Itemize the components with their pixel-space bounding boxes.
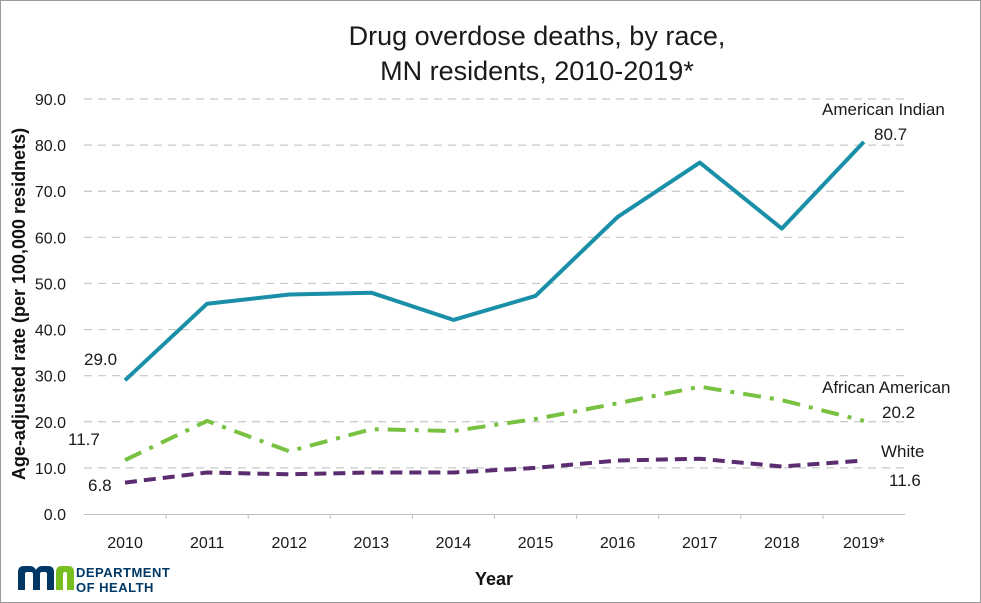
data-point [453, 319, 454, 320]
y-tick-label: 90.0 [35, 92, 66, 109]
data-point [535, 419, 536, 420]
y-tick-label: 20.0 [35, 415, 66, 432]
logo-text-line-1: DEPARTMENT [76, 565, 170, 580]
x-axis-title: Year [475, 569, 513, 589]
data-point [371, 292, 372, 293]
data-point [289, 451, 290, 452]
x-tick-labels: 2010 2011 2012 2013 2014 2015 2016 2017 2018 2019… [107, 514, 885, 552]
y-tick-label: 60.0 [35, 230, 66, 247]
gridlines [84, 98, 905, 469]
y-tick-label: 10.0 [35, 461, 66, 478]
data-point [125, 482, 126, 483]
x-tick-label: 2018 [764, 535, 800, 552]
y-tick-labels: 0.0 10.0 20.0 30.0 40.0 50.0 60.0 70.0 80.0 90.0 [35, 92, 66, 524]
series-lines [123, 140, 866, 485]
data-point [125, 380, 126, 381]
data-point [535, 295, 536, 296]
data-point [617, 217, 618, 218]
end-label-american-indian: 80.7 [874, 125, 907, 144]
data-point [699, 386, 700, 387]
data-point [863, 460, 864, 461]
data-point [207, 472, 208, 473]
series-name-african-american: African American [822, 378, 951, 397]
mn-logo-icon [18, 566, 74, 590]
data-point [453, 431, 454, 432]
data-point [699, 458, 700, 459]
x-tick-label: 2014 [436, 535, 472, 552]
series-name-american-indian: American Indian [822, 100, 945, 119]
start-label-american-indian: 29.0 [84, 350, 117, 369]
end-label-african-american: 20.2 [882, 403, 915, 422]
data-point [863, 420, 864, 421]
y-tick-label: 80.0 [35, 138, 66, 155]
x-tick-label: 2015 [518, 535, 554, 552]
data-point [453, 472, 454, 473]
logo-text-line-2: OF HEALTH [76, 580, 154, 595]
y-tick-label: 40.0 [35, 323, 66, 340]
data-point [125, 460, 126, 461]
x-tick-label: 2017 [682, 535, 718, 552]
data-point [371, 472, 372, 473]
data-point [863, 141, 864, 142]
data-point [617, 460, 618, 461]
start-label-african-american: 11.7 [68, 430, 100, 449]
chart-title-line-2: MN residents, 2010-2019* [380, 56, 694, 86]
series-line-american-indian [123, 140, 866, 382]
data-point [781, 228, 782, 229]
data-point [781, 400, 782, 401]
x-tick-label: 2013 [354, 535, 390, 552]
x-tick-label: 2019* [843, 535, 885, 552]
x-tick-label: 2011 [190, 535, 225, 552]
y-tick-label: 50.0 [35, 276, 66, 293]
mn-department-of-health-logo: DEPARTMENT OF HEALTH [18, 565, 170, 595]
series-line-african-american [124, 384, 865, 462]
data-point [699, 162, 700, 163]
data-point [207, 303, 208, 304]
data-point [371, 429, 372, 430]
y-tick-label: 70.0 [35, 184, 66, 201]
end-label-white: 11.6 [889, 471, 921, 490]
data-point [289, 294, 290, 295]
x-tick-label: 2010 [107, 535, 143, 552]
series-name-white: White [881, 442, 924, 461]
data-point [617, 403, 618, 404]
x-tick-label: 2012 [271, 535, 307, 552]
series-line-white [124, 456, 865, 485]
y-tick-label: 30.0 [35, 369, 66, 386]
data-point [535, 467, 536, 468]
data-point [781, 466, 782, 467]
chart-title-line-1: Drug overdose deaths, by race, [349, 21, 726, 51]
data-point [289, 474, 290, 475]
start-label-white: 6.8 [88, 476, 112, 495]
y-axis-title: Age-adjusted rate (per 100,000 residnets… [9, 128, 29, 480]
x-tick-label: 2016 [600, 535, 636, 552]
y-tick-label: 0.0 [44, 507, 66, 524]
data-point [207, 420, 208, 421]
